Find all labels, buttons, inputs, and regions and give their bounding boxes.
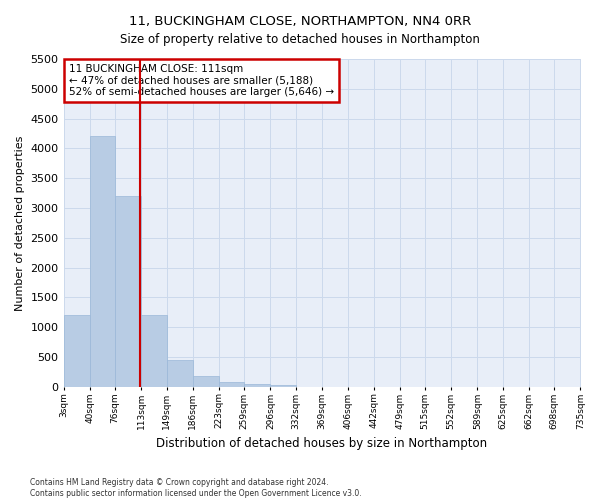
Bar	[219, 382, 244, 386]
Bar	[271, 385, 296, 386]
Bar	[64, 315, 89, 386]
Bar	[244, 384, 271, 386]
Text: 11, BUCKINGHAM CLOSE, NORTHAMPTON, NN4 0RR: 11, BUCKINGHAM CLOSE, NORTHAMPTON, NN4 0…	[129, 15, 471, 28]
Text: Contains HM Land Registry data © Crown copyright and database right 2024.
Contai: Contains HM Land Registry data © Crown c…	[30, 478, 362, 498]
Bar	[167, 360, 193, 386]
Text: Size of property relative to detached houses in Northampton: Size of property relative to detached ho…	[120, 32, 480, 46]
Y-axis label: Number of detached properties: Number of detached properties	[15, 135, 25, 310]
Text: 11 BUCKINGHAM CLOSE: 111sqm
← 47% of detached houses are smaller (5,188)
52% of : 11 BUCKINGHAM CLOSE: 111sqm ← 47% of det…	[69, 64, 334, 97]
Bar	[193, 376, 219, 386]
X-axis label: Distribution of detached houses by size in Northampton: Distribution of detached houses by size …	[157, 437, 488, 450]
Bar	[141, 315, 167, 386]
Bar	[89, 136, 115, 386]
Bar	[115, 196, 141, 386]
